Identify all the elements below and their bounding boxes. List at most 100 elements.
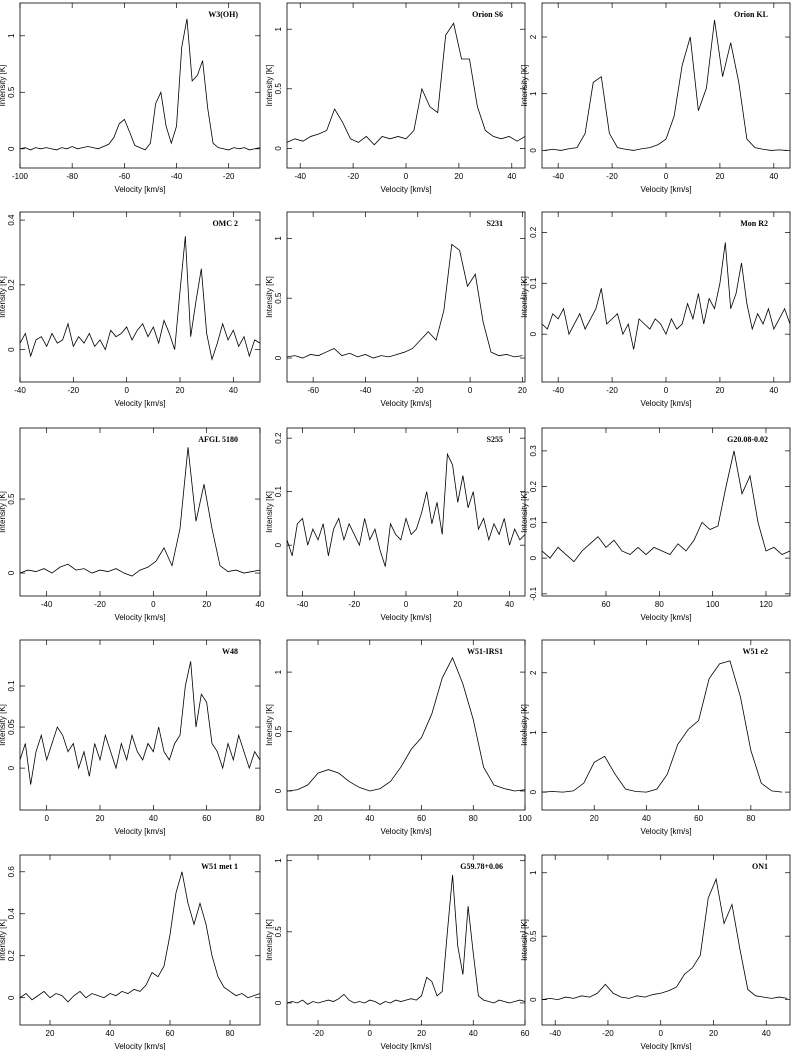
y-tick-label: 0 <box>529 997 538 1002</box>
x-tick-label: 40 <box>762 1029 771 1038</box>
y-tick-label: 1 <box>7 33 16 38</box>
x-tick-label: 20 <box>518 386 527 395</box>
panel-title: S231 <box>487 219 503 228</box>
y-tick-label: 0 <box>274 355 283 360</box>
x-axis-label: Velocity [km/s] <box>380 399 431 408</box>
x-tick-label: 80 <box>746 814 755 823</box>
x-tick-label: 40 <box>469 1029 478 1038</box>
x-tick-label: -60 <box>307 386 319 395</box>
x-tick-label: -40 <box>294 172 306 181</box>
x-tick-label: 80 <box>469 814 478 823</box>
x-tick-label: 20 <box>715 386 724 395</box>
x-tick-label: 20 <box>715 172 724 181</box>
spectrum-line <box>541 660 783 793</box>
x-tick-label: -20 <box>94 600 106 609</box>
spectrum-line <box>19 236 261 361</box>
plot-frame <box>286 427 526 597</box>
y-tick-label: 0.05 <box>7 719 16 735</box>
x-tick-label: 40 <box>229 386 238 395</box>
y-tick-label: 0 <box>7 995 16 1000</box>
x-tick-label: 40 <box>149 814 158 823</box>
plot-frame <box>286 211 526 383</box>
x-axis-label: Velocity [km/s] <box>114 613 165 622</box>
plot-frame <box>541 427 791 597</box>
x-tick-label: 0 <box>151 600 156 609</box>
y-axis-label: Intensity [K] <box>0 491 7 533</box>
x-tick-label: -20 <box>223 172 235 181</box>
x-tick-label: 40 <box>769 172 778 181</box>
x-tick-label: 0 <box>44 814 49 823</box>
x-tick-label: -20 <box>606 386 618 395</box>
y-axis-label: Intensity [K] <box>0 276 7 318</box>
x-tick-label: -100 <box>12 172 29 181</box>
x-tick-label: 60 <box>417 814 426 823</box>
x-tick-label: 20 <box>176 386 185 395</box>
x-tick-label: -20 <box>602 1029 614 1038</box>
x-tick-label: 20 <box>202 600 211 609</box>
x-tick-label: 40 <box>256 600 265 609</box>
x-tick-label: -40 <box>552 172 564 181</box>
x-axis-label: Velocity [km/s] <box>380 613 431 622</box>
panel-title: G59.78+0.06 <box>460 862 503 871</box>
x-tick-label: 20 <box>709 1029 718 1038</box>
y-tick-label: 0 <box>7 146 16 151</box>
y-axis-label: Intensity [K] <box>520 276 529 318</box>
x-tick-label: -40 <box>552 386 564 395</box>
y-tick-label: 0.1 <box>7 680 16 692</box>
y-tick-label: 0 <box>529 148 538 153</box>
y-axis-label: Intensity [K] <box>520 65 529 107</box>
y-axis-label: Intensity [K] <box>520 704 529 746</box>
x-axis-label: Velocity [km/s] <box>114 827 165 836</box>
spectrum-line <box>286 656 526 792</box>
plot-frame <box>541 854 791 1026</box>
spectrum-line <box>19 447 261 577</box>
y-axis-label: Intensity [K] <box>0 919 7 961</box>
y-tick-label: 0.5 <box>529 930 538 942</box>
x-tick-label: 80 <box>256 814 265 823</box>
x-tick-label: 0 <box>368 1029 373 1038</box>
spectrum-line <box>286 22 526 146</box>
plot-frame <box>541 211 791 383</box>
y-tick-label: 0.1 <box>529 277 538 289</box>
y-axis-label: Intensity [K] <box>265 491 274 533</box>
y-tick-label: 1 <box>274 669 283 674</box>
x-axis-label: Velocity [km/s] <box>640 399 691 408</box>
x-axis-label: Velocity [km/s] <box>640 613 691 622</box>
panel-title: ON1 <box>752 862 768 871</box>
y-tick-label: 0 <box>529 555 538 560</box>
spectrum-line <box>286 243 523 359</box>
panel-title: W51-IRS1 <box>467 647 503 656</box>
y-axis-label: Intensity [K] <box>0 704 7 746</box>
spectrum-line <box>286 874 526 1005</box>
x-tick-label: -40 <box>360 386 372 395</box>
y-tick-label: 1 <box>529 730 538 735</box>
x-tick-label: 80 <box>226 1029 235 1038</box>
x-tick-label: 100 <box>518 814 532 823</box>
y-axis-label: Intensity [K] <box>265 704 274 746</box>
y-tick-label: 2 <box>529 670 538 675</box>
x-tick-label: 40 <box>505 600 514 609</box>
y-tick-label: 0.2 <box>7 950 16 962</box>
y-tick-label: 0.6 <box>7 866 16 878</box>
x-tick-label: -60 <box>119 172 131 181</box>
panel-title: Orion S6 <box>472 10 503 19</box>
y-axis-label: Intensity [K] <box>520 491 529 533</box>
x-tick-label: -20 <box>347 172 359 181</box>
x-tick-label: 0 <box>404 600 409 609</box>
y-tick-label: 0.5 <box>7 493 16 505</box>
x-tick-label: 0 <box>404 172 409 181</box>
y-tick-label: 0.1 <box>529 516 538 528</box>
x-tick-label: 20 <box>96 814 105 823</box>
x-tick-label: -20 <box>412 386 424 395</box>
panel-title: G20.08-0.02 <box>727 435 768 444</box>
x-axis-label: Velocity [km/s] <box>640 185 691 194</box>
y-tick-label: 0.4 <box>7 908 16 920</box>
panel-title: W51 met 1 <box>201 862 238 871</box>
x-tick-label: 0 <box>664 172 669 181</box>
plot-frame <box>19 639 261 811</box>
y-tick-label: 0.2 <box>7 279 16 291</box>
y-tick-label: 0.2 <box>529 481 538 493</box>
x-tick-label: -40 <box>171 172 183 181</box>
y-tick-label: -0.1 <box>529 586 538 600</box>
